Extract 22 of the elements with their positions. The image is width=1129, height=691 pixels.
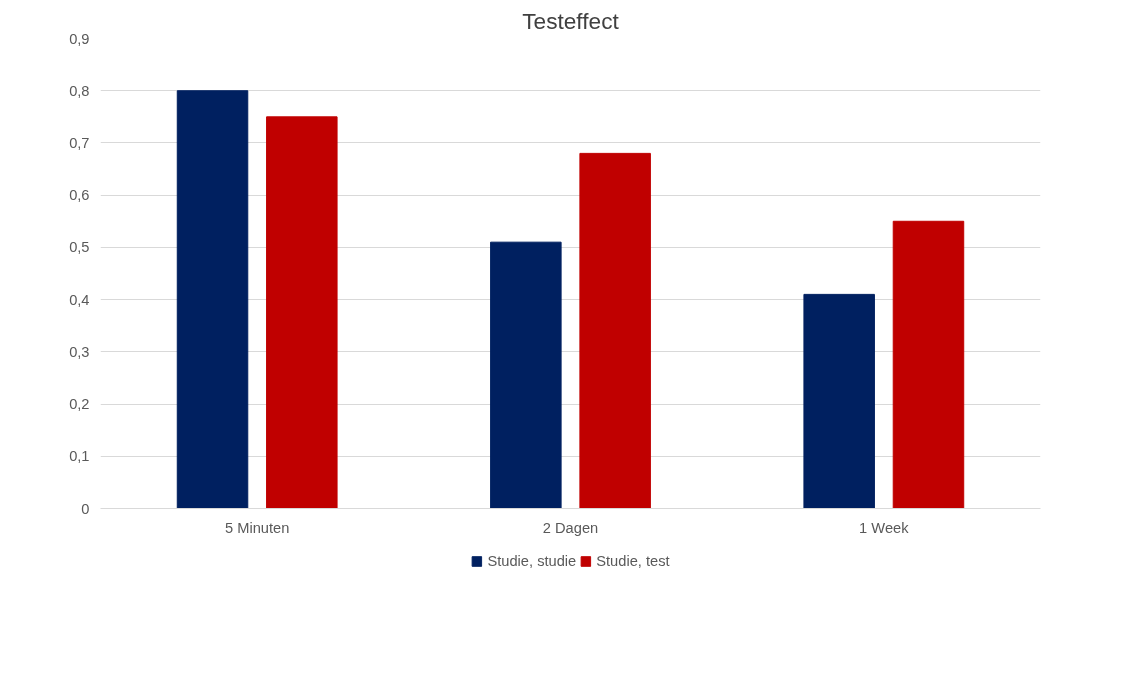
x-tick-label: 2 Dagen bbox=[542, 519, 599, 536]
bar bbox=[490, 241, 562, 509]
legend-label: Studie, studie bbox=[487, 552, 577, 569]
y-tick-label: 0,5 bbox=[69, 239, 90, 256]
bar bbox=[176, 90, 249, 509]
legend-label: Studie, test bbox=[596, 552, 670, 569]
y-tick-label: 0,3 bbox=[69, 343, 90, 360]
bar bbox=[892, 220, 965, 509]
x-tick-label: 5 Minuten bbox=[224, 519, 290, 536]
x-tick-label: 1 Week bbox=[859, 519, 910, 536]
bar bbox=[266, 116, 338, 509]
y-tick-label: 0,9 bbox=[69, 30, 90, 47]
y-tick-label: 0,7 bbox=[69, 134, 90, 151]
y-tick-label: 0,1 bbox=[69, 448, 90, 465]
bar bbox=[803, 293, 875, 509]
bar bbox=[579, 152, 651, 509]
y-tick-label: 0,6 bbox=[69, 187, 90, 204]
y-tick-label: 0 bbox=[81, 500, 90, 517]
y-tick-label: 0,8 bbox=[69, 82, 90, 99]
y-tick-label: 0,4 bbox=[69, 291, 90, 308]
y-tick-label: 0,2 bbox=[69, 396, 90, 413]
chart-title: Testeffect bbox=[522, 7, 620, 34]
